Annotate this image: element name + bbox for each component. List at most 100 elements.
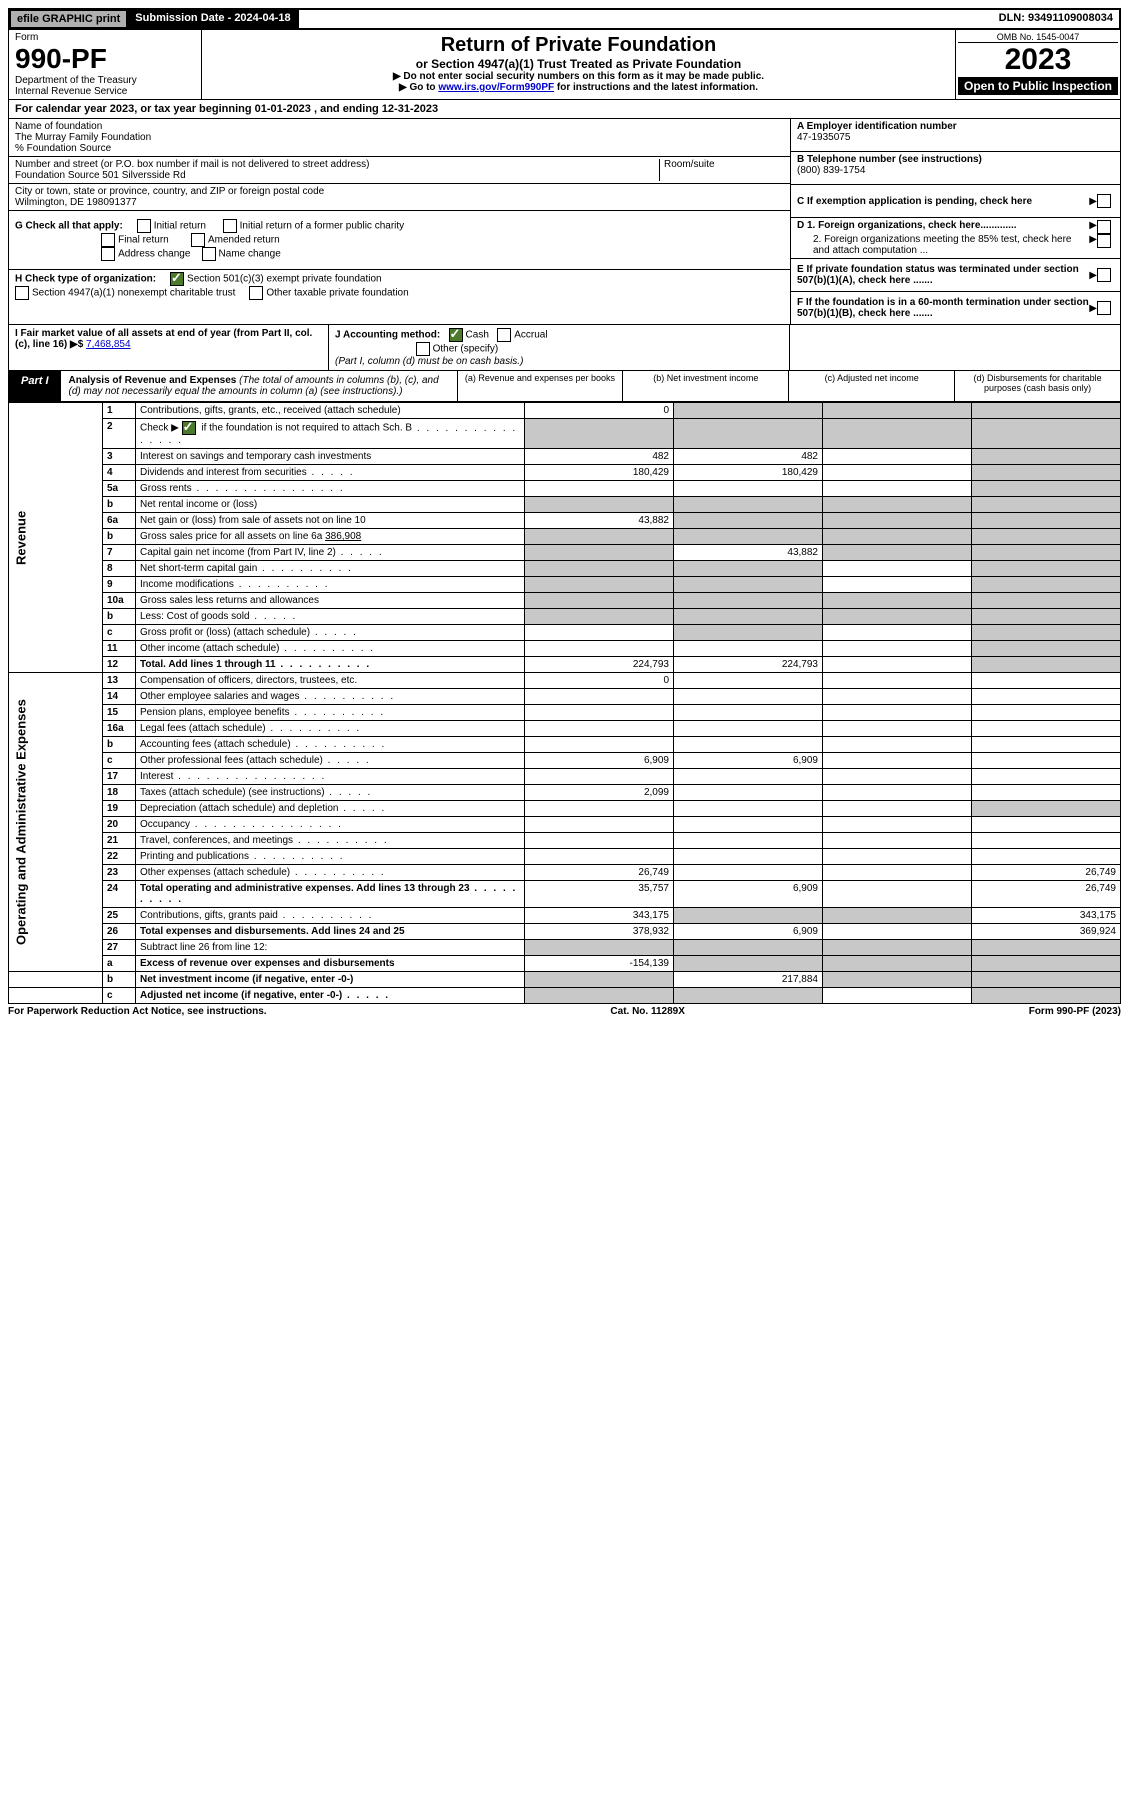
entity-info: Name of foundation The Murray Family Fou…	[8, 119, 1121, 325]
line-desc: Net investment income (if negative, ente…	[136, 972, 525, 988]
exemption-pending-checkbox[interactable]	[1097, 194, 1111, 208]
line-num: 4	[103, 465, 136, 481]
line-num: 10a	[103, 593, 136, 609]
4947a1-checkbox[interactable]	[15, 286, 29, 300]
line-val-d: 343,175	[972, 908, 1121, 924]
line-num: c	[103, 625, 136, 641]
amended-return-checkbox[interactable]	[191, 233, 205, 247]
line-num: 15	[103, 705, 136, 721]
line-num: 17	[103, 769, 136, 785]
line-val-a: 26,749	[525, 865, 674, 881]
status-terminated-checkbox[interactable]	[1097, 268, 1111, 282]
tax-year: 2023	[958, 43, 1118, 77]
cash-label: Cash	[466, 330, 489, 341]
cat-number: Cat. No. 11289X	[610, 1006, 684, 1017]
other-method-checkbox[interactable]	[416, 342, 430, 356]
c-label: C If exemption application is pending, c…	[797, 196, 1089, 207]
accrual-checkbox[interactable]	[497, 328, 511, 342]
line-val-a: 224,793	[525, 657, 674, 673]
city-state-zip: Wilmington, DE 198091377	[15, 197, 784, 208]
line-desc: Occupancy	[140, 819, 190, 830]
line-desc: Depreciation (attach schedule) and deple…	[140, 803, 338, 814]
goto-note: ▶ Go to www.irs.gov/Form990PF for instru…	[206, 82, 951, 93]
line-desc: Contributions, gifts, grants, etc., rece…	[136, 403, 525, 419]
foreign-org-checkbox[interactable]	[1097, 220, 1111, 234]
other-taxable-checkbox[interactable]	[249, 286, 263, 300]
form-label: Form	[15, 32, 195, 43]
h-label: H Check type of organization:	[15, 274, 156, 285]
opt-final: Final return	[118, 235, 169, 246]
line-desc: Capital gain net income (from Part IV, l…	[140, 547, 336, 558]
opt-addrchg: Address change	[118, 249, 190, 260]
line-num: b	[103, 609, 136, 625]
line-val-a: 43,882	[525, 513, 674, 529]
opt-4947: Section 4947(a)(1) nonexempt charitable …	[32, 288, 235, 299]
final-return-checkbox[interactable]	[101, 233, 115, 247]
line-val-b: 6,909	[674, 881, 823, 908]
line-desc: Accounting fees (attach schedule)	[140, 739, 291, 750]
col-b-header: (b) Net investment income	[622, 371, 788, 401]
line-desc: Total expenses and disbursements. Add li…	[136, 924, 525, 940]
j-label: J Accounting method:	[335, 330, 440, 341]
line-desc: Legal fees (attach schedule)	[140, 723, 266, 734]
open-to-public: Open to Public Inspection	[958, 77, 1118, 95]
line-desc: Subtract line 26 from line 12:	[136, 940, 525, 956]
line-val-b: 217,884	[674, 972, 823, 988]
irs-link[interactable]: www.irs.gov/Form990PF	[438, 82, 554, 93]
line-num: 14	[103, 689, 136, 705]
address-change-checkbox[interactable]	[101, 247, 115, 261]
j-note: (Part I, column (d) must be on cash basi…	[335, 356, 523, 367]
ein-value: 47-1935075	[797, 132, 1114, 143]
efile-print-button[interactable]: efile GRAPHIC print	[10, 10, 127, 28]
line-val-b: 482	[674, 449, 823, 465]
line-num: 22	[103, 849, 136, 865]
line-desc: Adjusted net income (if negative, enter …	[140, 990, 342, 1001]
room-label: Room/suite	[659, 159, 784, 181]
opt-amended: Amended return	[208, 235, 280, 246]
dept-irs: Internal Revenue Service	[15, 86, 195, 97]
ein-label: A Employer identification number	[797, 121, 1114, 132]
addr-label: Number and street (or P.O. box number if…	[15, 159, 659, 170]
part1-badge: Part I	[9, 371, 61, 401]
initial-former-checkbox[interactable]	[223, 219, 237, 233]
note2-pre: ▶ Go to	[399, 82, 438, 93]
paperwork-notice: For Paperwork Reduction Act Notice, see …	[8, 1006, 267, 1017]
line-desc: Compensation of officers, directors, tru…	[136, 673, 525, 689]
form-header: Form 990-PF Department of the Treasury I…	[8, 30, 1121, 100]
line-desc: Gross profit or (loss) (attach schedule)	[140, 627, 310, 638]
line-val-a: 482	[525, 449, 674, 465]
line-val-a: 6,909	[525, 753, 674, 769]
501c3-checkbox[interactable]	[170, 272, 184, 286]
form-subtitle: or Section 4947(a)(1) Trust Treated as P…	[206, 57, 951, 71]
line-val-b: 224,793	[674, 657, 823, 673]
line-num: 3	[103, 449, 136, 465]
part1-table: Revenue 1 Contributions, gifts, grants, …	[8, 402, 1121, 1004]
form-ref: Form 990-PF (2023)	[1029, 1006, 1121, 1017]
60month-checkbox[interactable]	[1097, 301, 1111, 315]
col-a-header: (a) Revenue and expenses per books	[457, 371, 623, 401]
note2-post: for instructions and the latest informat…	[554, 82, 758, 93]
line-desc: Gross rents	[140, 483, 192, 494]
name-change-checkbox[interactable]	[202, 247, 216, 261]
line-desc: Other expenses (attach schedule)	[140, 867, 290, 878]
opt-othertax: Other taxable private foundation	[266, 288, 408, 299]
d1-label: D 1. Foreign organizations, check here..…	[797, 220, 1089, 234]
initial-return-checkbox[interactable]	[137, 219, 151, 233]
line-num: c	[103, 988, 136, 1004]
line-val-a: 343,175	[525, 908, 674, 924]
line-desc: Printing and publications	[140, 851, 249, 862]
foundation-name: The Murray Family Foundation	[15, 132, 784, 143]
line-num: 13	[103, 673, 136, 689]
gross-sales-6a: 386,908	[325, 531, 361, 542]
schb-checkbox[interactable]	[182, 421, 196, 435]
line-num: 25	[103, 908, 136, 924]
fmv-value[interactable]: 7,468,854	[86, 339, 131, 350]
revenue-sidelabel: Revenue	[9, 403, 103, 673]
foreign-85-checkbox[interactable]	[1097, 234, 1111, 248]
line-desc: Dividends and interest from securities	[140, 467, 307, 478]
line-num: 24	[103, 881, 136, 908]
dln-label: DLN: 93491109008034	[993, 10, 1119, 28]
cash-checkbox[interactable]	[449, 328, 463, 342]
line-val-b: 180,429	[674, 465, 823, 481]
part1-header: Part I Analysis of Revenue and Expenses …	[8, 371, 1121, 402]
